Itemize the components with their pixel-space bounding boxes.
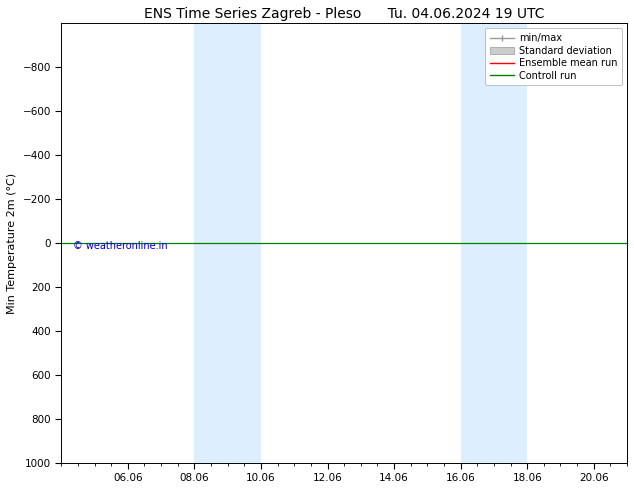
Y-axis label: Min Temperature 2m (°C): Min Temperature 2m (°C) — [7, 172, 17, 314]
Bar — [461, 24, 527, 463]
Text: © weatheronline.in: © weatheronline.in — [73, 241, 167, 251]
Title: ENS Time Series Zagreb - Pleso      Tu. 04.06.2024 19 UTC: ENS Time Series Zagreb - Pleso Tu. 04.06… — [144, 7, 545, 21]
Legend: min/max, Standard deviation, Ensemble mean run, Controll run: min/max, Standard deviation, Ensemble me… — [485, 28, 622, 85]
Bar — [195, 24, 261, 463]
